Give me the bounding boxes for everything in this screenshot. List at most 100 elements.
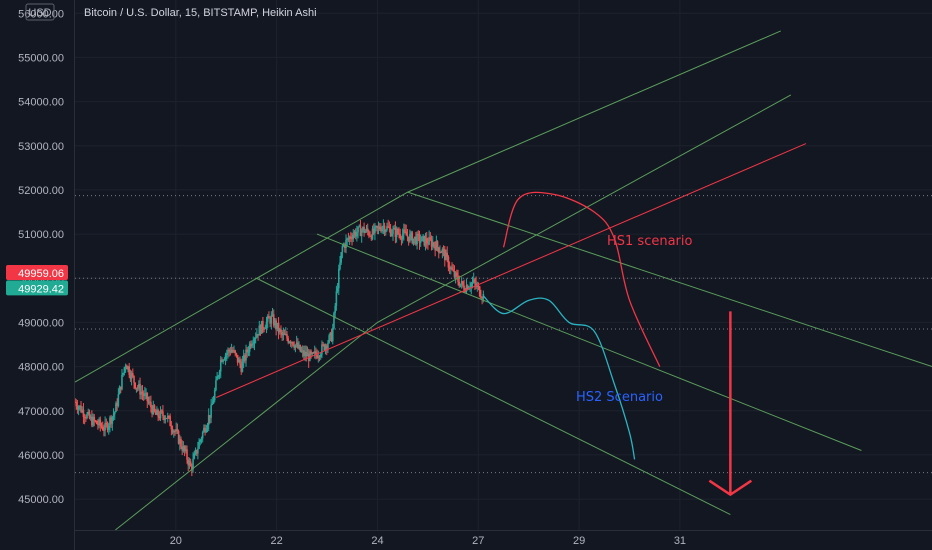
hs1-scenario-path[interactable] [502,191,661,367]
candle-body [450,267,452,269]
candle-body [156,409,158,415]
candle-body [219,359,222,372]
candle-body [345,239,347,249]
candle-body [362,226,364,231]
support-line[interactable] [115,94,792,531]
candle-body [250,343,252,347]
candle-body [399,234,402,238]
candle-body [168,415,170,417]
candle-body [395,229,398,238]
price-badge-1: 49929.42 [6,280,68,296]
candle-body [346,238,349,240]
candle-body [160,410,163,412]
candle-body [82,409,85,417]
candle-body [123,367,126,373]
candle-body [384,230,387,233]
candle-body [256,334,258,338]
scenario-paths[interactable] [482,191,661,460]
candle-body [222,360,224,362]
price-axis[interactable]: 45000.00 46000.00 47000.00 48000.00 49000.00… [18,8,64,506]
red-trend-line[interactable] [215,143,807,398]
candle-body [309,351,311,361]
candle-body [365,228,368,232]
candle-body [148,401,151,403]
candle-body [344,244,346,249]
candle-body [76,406,79,410]
candle-body [431,242,434,247]
candle-body [286,334,288,339]
candle-body [435,241,438,251]
candle-body [245,349,247,361]
candle-body [458,281,461,287]
time-tick-label: 22 [271,535,283,547]
candle-body [170,426,173,430]
trend-lines[interactable] [74,30,932,531]
forecast-arrow[interactable] [708,311,753,497]
time-axis[interactable]: 20 22 24 27 29 31 [170,535,686,547]
candle-body [174,431,176,433]
candle-body [109,417,111,426]
candle-body [278,329,281,333]
candle-body [189,461,192,467]
candle-body [443,249,446,261]
price-tick-label: 48000.00 [18,362,64,374]
candle-body [393,227,396,230]
candle-body [116,403,118,406]
candle-body [269,318,271,324]
time-tick-label: 31 [674,535,686,547]
candle-body [188,461,191,466]
candle-body [445,252,447,261]
candle-body [139,383,141,395]
candle-body [427,243,429,245]
price-tick-label: 46000.00 [18,450,64,462]
candle-body [113,412,116,415]
candle-body [198,441,200,449]
candle-body [369,235,371,237]
candle-body [436,241,439,248]
candle-body [394,227,397,238]
hs2-scenario-label: HS2 Scenario [576,390,663,405]
candle-body [150,401,152,408]
candle-body [185,449,187,452]
price-tick-label: 55000.00 [18,52,64,64]
upper-descending-line[interactable] [407,191,932,368]
candle-body [117,394,120,406]
candle-body [101,426,104,430]
candle-body [128,366,131,375]
candle-body [480,296,482,298]
candle-body [247,351,250,353]
candle-body [166,415,169,419]
candle-body [289,342,292,344]
candle-body [422,235,424,237]
candle-body [265,321,268,329]
time-tick-label: 24 [371,535,383,547]
candle-body [110,417,112,424]
candle-body [460,281,463,284]
candle-body [463,285,465,291]
candle-body [151,407,153,415]
hs2-scenario-path[interactable] [482,295,636,460]
candle-body [407,236,410,242]
candle-body [294,344,297,348]
candle-body [306,353,309,357]
candle-body [175,429,177,432]
candle-body [429,237,432,240]
currency-badge[interactable]: USD [25,3,55,21]
candle-body [135,387,138,389]
candle-body [304,351,306,356]
lower-descending-line[interactable] [256,277,731,515]
candle-body [334,305,336,313]
candle-body [234,350,237,354]
candle-body [204,427,206,433]
candle-body [253,338,256,344]
middle-descending-line[interactable] [316,233,862,451]
candle-body [217,375,220,378]
candle-body [129,374,132,379]
candle-body [418,235,421,243]
candle-body [205,429,208,433]
candle-body [92,416,94,426]
candle-body [457,275,459,282]
candle-body [456,272,458,276]
candle-body [94,420,97,422]
